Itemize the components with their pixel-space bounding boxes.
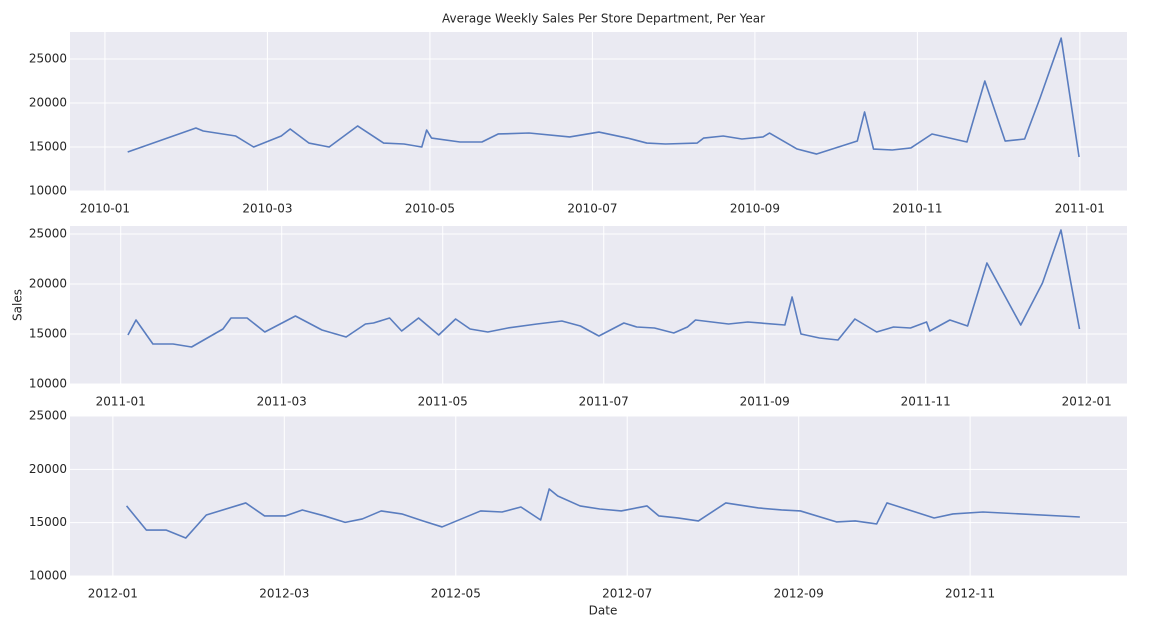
plot-area xyxy=(70,226,1127,384)
x-tick-label: 2012-05 xyxy=(431,587,481,601)
x-tick-label: 2011-01 xyxy=(96,395,146,409)
y-tick-label: 15000 xyxy=(29,327,67,341)
x-tick-label: 2010-03 xyxy=(242,202,292,216)
y-tick-label: 20000 xyxy=(29,462,67,476)
y-tick-label: 15000 xyxy=(29,140,67,154)
y-tick-label: 20000 xyxy=(29,96,67,110)
x-tick-label: 2011-03 xyxy=(257,395,307,409)
x-tick-label: 2010-09 xyxy=(730,202,780,216)
x-tick-label: 2012-07 xyxy=(602,587,652,601)
plot-area xyxy=(70,416,1127,576)
x-tick-label: 2012-03 xyxy=(259,587,309,601)
chart-title: Average Weekly Sales Per Store Departmen… xyxy=(442,12,765,26)
y-tick-label: 10000 xyxy=(29,569,67,583)
y-tick-label: 25000 xyxy=(29,409,67,423)
x-tick-label: 2011-07 xyxy=(579,395,629,409)
y-tick-label: 25000 xyxy=(29,52,67,66)
x-tick-label: 2011-09 xyxy=(740,395,790,409)
x-tick-label: 2010-07 xyxy=(567,202,617,216)
x-tick-label: 2011-05 xyxy=(418,395,468,409)
y-tick-label: 25000 xyxy=(29,227,67,241)
x-axis-label: Date xyxy=(589,604,618,618)
y-tick-label: 15000 xyxy=(29,515,67,529)
x-tick-label: 2010-01 xyxy=(80,202,130,216)
y-axis-label: Sales xyxy=(11,289,25,321)
line-series xyxy=(127,37,1080,158)
y-tick-label: 20000 xyxy=(29,277,67,291)
x-tick-label: 2012-09 xyxy=(774,587,824,601)
x-tick-label: 2010-05 xyxy=(405,202,455,216)
x-tick-label: 2012-11 xyxy=(945,587,995,601)
plot-area xyxy=(70,32,1127,191)
x-tick-label: 2010-11 xyxy=(892,202,942,216)
y-tick-label: 10000 xyxy=(29,184,67,198)
line-series xyxy=(127,229,1081,348)
y-tick-label: 10000 xyxy=(29,377,67,391)
x-tick-label: 2011-01 xyxy=(1055,202,1105,216)
x-tick-label: 2012-01 xyxy=(88,587,138,601)
line-series xyxy=(125,488,1080,539)
x-tick-label: 2012-01 xyxy=(1062,395,1112,409)
x-tick-label: 2011-11 xyxy=(901,395,951,409)
